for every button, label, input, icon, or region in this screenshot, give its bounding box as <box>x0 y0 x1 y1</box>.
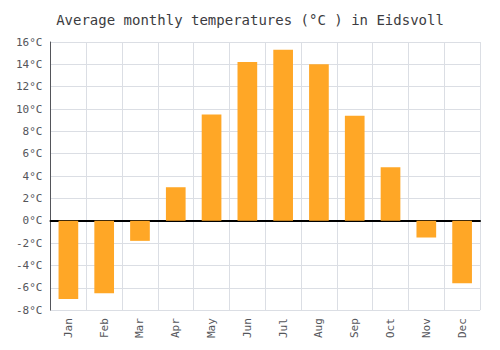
svg-text:14°C: 14°C <box>16 58 43 71</box>
svg-text:Jun: Jun <box>241 318 254 338</box>
svg-text:4°C: 4°C <box>23 170 43 183</box>
svg-text:10°C: 10°C <box>16 103 43 116</box>
svg-text:Jul: Jul <box>277 318 290 338</box>
svg-text:2°C: 2°C <box>23 192 43 205</box>
svg-text:16°C: 16°C <box>16 36 43 49</box>
svg-text:-6°C: -6°C <box>16 281 43 294</box>
svg-text:-4°C: -4°C <box>16 259 43 272</box>
svg-text:6°C: 6°C <box>23 147 43 160</box>
svg-text:Jan: Jan <box>62 318 75 338</box>
svg-text:May: May <box>205 318 218 338</box>
svg-text:Feb: Feb <box>98 318 111 338</box>
svg-text:Aug: Aug <box>312 318 325 338</box>
svg-text:Apr: Apr <box>169 318 182 338</box>
svg-text:Dec: Dec <box>456 318 469 338</box>
svg-text:8°C: 8°C <box>23 125 43 138</box>
svg-text:Oct: Oct <box>384 318 397 338</box>
svg-text:0°C: 0°C <box>23 214 43 227</box>
svg-text:Sep: Sep <box>348 318 361 338</box>
svg-text:Mar: Mar <box>133 318 146 338</box>
svg-text:Nov: Nov <box>420 318 433 338</box>
svg-text:-2°C: -2°C <box>16 237 43 250</box>
svg-text:Average monthly temperatures (: Average monthly temperatures (°C ) in Ei… <box>56 12 444 28</box>
svg-text:-8°C: -8°C <box>16 304 43 317</box>
svg-text:12°C: 12°C <box>16 80 43 93</box>
